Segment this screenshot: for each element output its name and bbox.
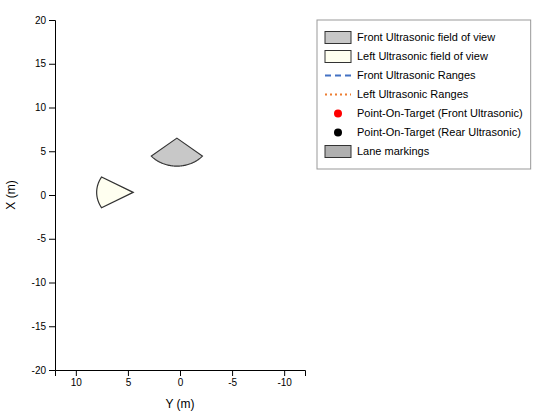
x-tick-mark [76, 370, 77, 376]
x-tick-mark [232, 370, 233, 376]
y-tick-mark [49, 326, 55, 327]
y-tick-label: -5 [37, 233, 46, 244]
y-tick: 20 [35, 15, 55, 26]
x-tick: 10 [71, 370, 83, 388]
x-axis-title: Y (m) [165, 397, 194, 411]
x-tick-label: -5 [228, 377, 237, 388]
y-tick-mark [49, 283, 55, 284]
y-tick-label: 5 [40, 146, 46, 157]
y-tick-mark [49, 239, 55, 240]
legend-label: Lane markings [357, 145, 430, 157]
legend-swatch [325, 51, 351, 63]
y-tick-label: -20 [32, 365, 47, 376]
legend-label: Front Ultrasonic Ranges [357, 69, 476, 81]
legend-swatch [325, 146, 351, 158]
x-tick-label: 0 [178, 377, 184, 388]
legend: Front Ultrasonic field of view Left Ultra… [317, 20, 531, 169]
legend-item: Point-On-Target (Front Ultrasonic) [334, 107, 523, 119]
y-tick: -15 [32, 321, 55, 332]
plot: 10 5 0 -5 -10 -20 -15 -10 -5 0 5 10 15 20 Y (m) X (m) [4, 15, 306, 411]
y-tick: 0 [40, 190, 55, 201]
y-tick-mark [49, 370, 55, 371]
legend-item: Front Ultrasonic field of view [325, 31, 495, 43]
legend-label: Front Ultrasonic field of view [357, 31, 495, 43]
marks [97, 138, 203, 208]
legend-swatch [334, 129, 342, 137]
y-tick: 5 [40, 146, 55, 157]
y-tick-mark [49, 108, 55, 109]
y-tick: 10 [35, 102, 55, 113]
x-tick: -10 [277, 370, 292, 388]
y-tick: -10 [32, 277, 55, 288]
x-axis: 10 5 0 -5 -10 [56, 370, 306, 388]
legend-label: Point-On-Target (Rear Ultrasonic) [357, 126, 521, 138]
x-tick: 0 [178, 370, 184, 388]
y-tick: -5 [37, 233, 55, 244]
y-tick-label: 15 [35, 58, 47, 69]
y-tick-mark [49, 151, 55, 152]
x-tick-mark [180, 370, 181, 376]
x-axis-line [56, 371, 306, 377]
wedge [97, 177, 133, 208]
legend-item: Lane markings [325, 145, 430, 157]
y-tick-mark [49, 64, 55, 65]
x-tick-mark [128, 370, 129, 376]
y-tick-label: 20 [35, 15, 47, 26]
y-tick-label: 10 [35, 102, 47, 113]
x-tick-label: 5 [126, 377, 132, 388]
legend-frame [317, 20, 531, 169]
y-tick-label: -15 [32, 321, 47, 332]
legend-item: Left Ultrasonic field of view [325, 50, 488, 62]
y-tick-label: -10 [32, 277, 47, 288]
legend-swatch [334, 110, 342, 118]
x-tick-mark [284, 370, 285, 376]
legend-label: Left Ultrasonic Ranges [357, 88, 469, 100]
y-tick-label: 0 [40, 190, 46, 201]
y-tick: 15 [35, 58, 55, 69]
y-axis-line [49, 21, 56, 371]
y-tick-mark [49, 20, 55, 21]
x-tick-label: -10 [277, 377, 292, 388]
legend-label: Point-On-Target (Front Ultrasonic) [357, 107, 523, 119]
chart: 10 5 0 -5 -10 -20 -15 -10 -5 0 5 10 15 20 Y (m) X (m) Fr… [0, 0, 560, 420]
legend-swatch [325, 94, 351, 96]
legend-items: Front Ultrasonic field of view Left Ultra… [325, 31, 523, 157]
legend-swatch [325, 75, 351, 77]
x-tick-label: 10 [71, 377, 83, 388]
x-tick: -5 [228, 370, 237, 388]
y-axis-title: X (m) [4, 180, 18, 209]
x-tick: 5 [126, 370, 132, 388]
legend-label: Left Ultrasonic field of view [357, 50, 488, 62]
wedge [151, 138, 202, 166]
legend-swatch [325, 32, 351, 44]
legend-item: Point-On-Target (Rear Ultrasonic) [334, 126, 521, 138]
y-tick-mark [49, 195, 55, 196]
legend-item: Left Ultrasonic Ranges [325, 88, 469, 100]
y-axis: -20 -15 -10 -5 0 5 10 15 20 [32, 15, 56, 376]
y-tick: -20 [32, 365, 55, 376]
legend-item: Front Ultrasonic Ranges [325, 69, 476, 81]
